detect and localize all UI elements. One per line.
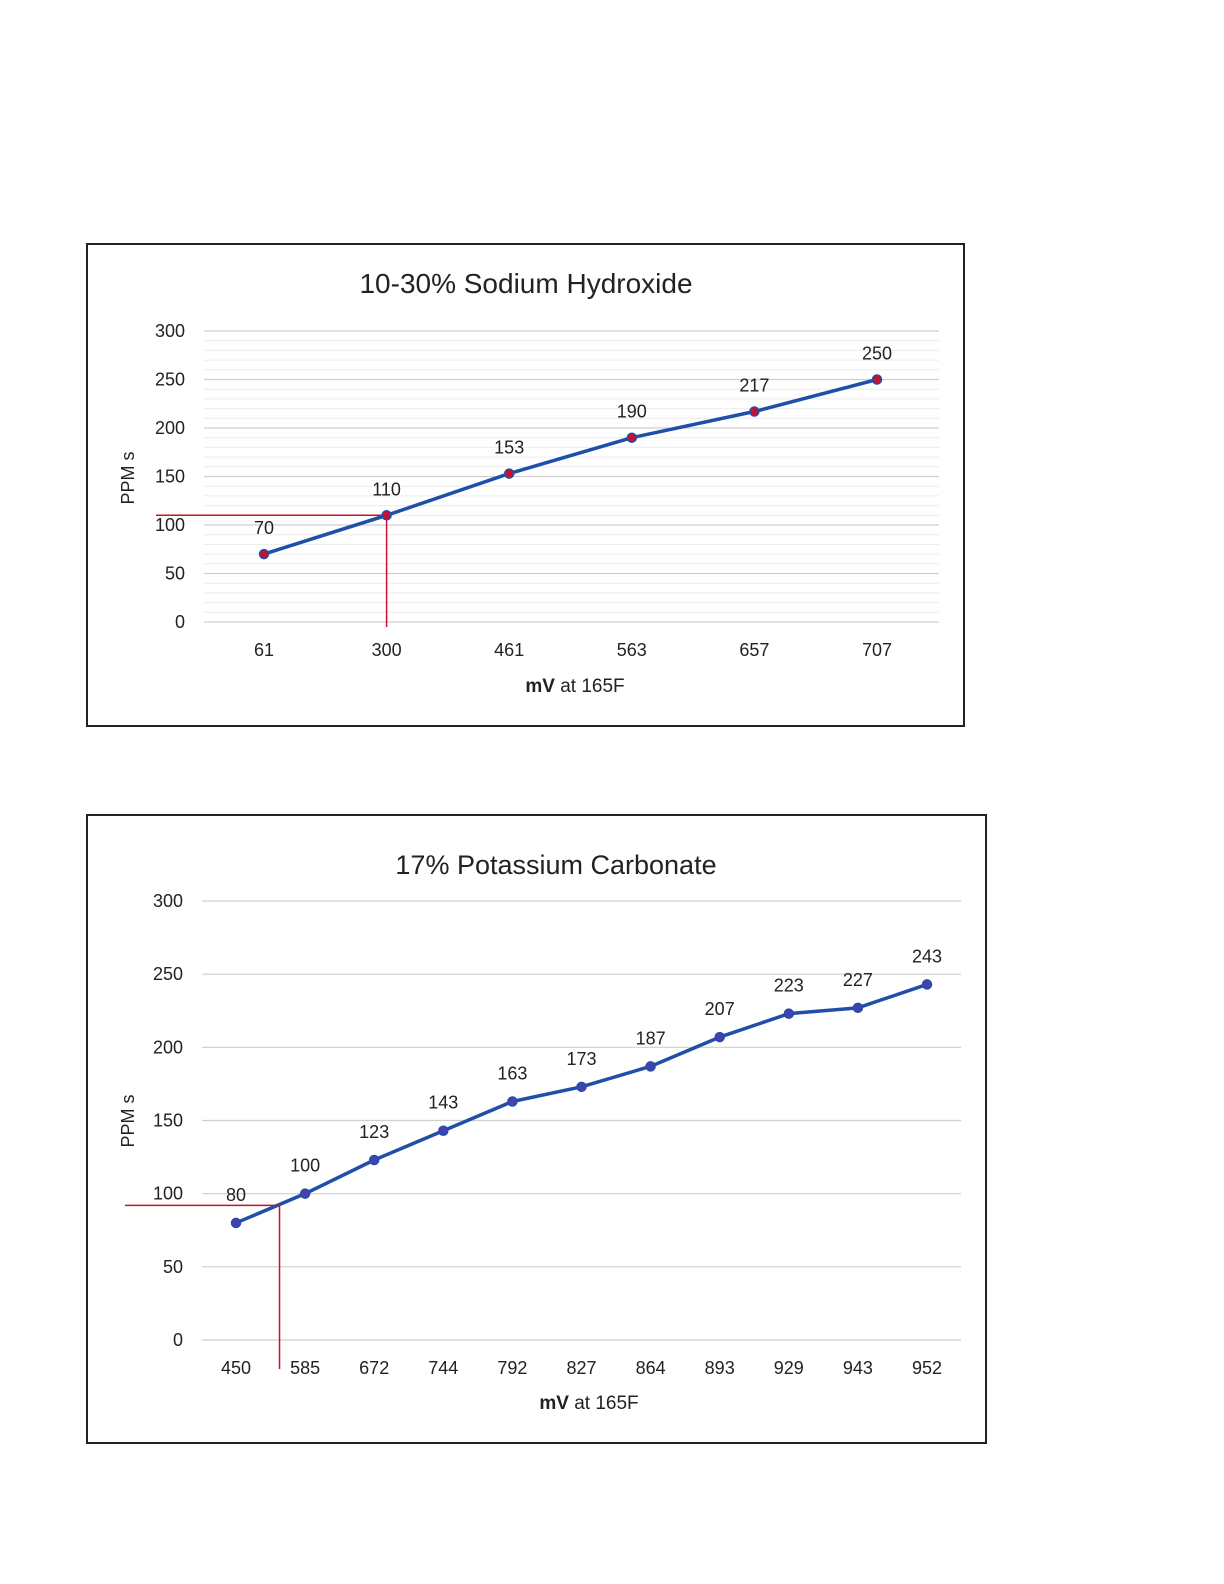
data-point [871, 374, 883, 385]
x-tick-label: 744 [428, 1358, 458, 1378]
data-label: 123 [359, 1122, 389, 1142]
x-axis-title-unit: mV [539, 1393, 569, 1414]
data-point [381, 510, 392, 521]
data-label: 187 [636, 1028, 666, 1048]
x-axis-title-rest: at 165F [555, 676, 625, 697]
data-point [230, 1217, 242, 1229]
data-point [438, 1125, 449, 1136]
x-tick-label: 672 [359, 1358, 389, 1378]
y-tick-label: 200 [153, 1037, 183, 1057]
x-tick-label: 929 [774, 1358, 804, 1378]
data-label: 250 [862, 344, 892, 364]
data-point [749, 406, 760, 417]
data-label: 173 [566, 1049, 596, 1069]
y-tick-label: 150 [153, 1111, 183, 1131]
data-label: 143 [428, 1093, 458, 1113]
data-label: 163 [497, 1063, 527, 1083]
x-tick-label: 864 [636, 1358, 666, 1378]
y-tick-label: 0 [175, 612, 185, 632]
data-label: 223 [774, 976, 804, 996]
data-point [299, 1188, 311, 1199]
x-axis-title-unit: mV [525, 676, 555, 697]
y-tick-label: 150 [155, 467, 185, 487]
data-point [503, 468, 515, 479]
data-point [714, 1031, 725, 1043]
x-tick-label: 300 [372, 640, 402, 660]
data-point [507, 1096, 518, 1107]
y-axis-title: PPM s [118, 1094, 138, 1147]
x-tick-label: 61 [254, 640, 274, 660]
x-tick-label: 943 [843, 1358, 873, 1378]
data-point [258, 548, 270, 560]
data-point [645, 1061, 656, 1072]
data-label: 100 [290, 1156, 320, 1176]
y-tick-label: 50 [163, 1257, 183, 1277]
y-tick-label: 200 [155, 418, 185, 438]
x-tick-label: 952 [912, 1358, 942, 1378]
chart-2-svg: 17% Potassium Carbonate 0 50 100 150 200 250 30… [118, 850, 961, 1414]
data-label: 190 [617, 402, 647, 422]
x-axis-title: mV at 165F [525, 676, 624, 697]
x-tick-label: 792 [497, 1358, 527, 1378]
x-axis-title-rest: at 165F [569, 1393, 639, 1414]
chart-1-svg: 10-30% Sodium Hydroxide 0 50 100 150 200 250 30… [118, 268, 939, 697]
series-line [235, 982, 928, 1225]
x-tick-label: 461 [494, 640, 524, 660]
data-label: 70 [254, 518, 274, 538]
chart-title: 10-30% Sodium Hydroxide [359, 268, 692, 299]
x-tick-label: 585 [290, 1358, 320, 1378]
data-label: 217 [739, 376, 769, 396]
data-label: 207 [705, 999, 735, 1019]
data-point [852, 1002, 864, 1014]
y-axis-title: PPM s [118, 451, 138, 504]
data-label: 227 [843, 970, 873, 990]
y-tick-label: 250 [153, 964, 183, 984]
data-point [921, 979, 933, 990]
y-tick-label: 0 [173, 1330, 183, 1350]
x-tick-label: 450 [221, 1358, 251, 1378]
x-tick-label: 827 [566, 1358, 596, 1378]
data-point [576, 1081, 587, 1093]
x-axis-title: mV at 165F [539, 1393, 638, 1414]
chart-potassium-carbonate: 17% Potassium Carbonate 0 50 100 150 200 250 30… [86, 814, 987, 1444]
data-label: 80 [226, 1185, 246, 1205]
data-point [783, 1008, 795, 1019]
y-tick-label: 300 [153, 891, 183, 911]
x-tick-label: 707 [862, 640, 892, 660]
y-tick-label: 250 [155, 370, 185, 390]
x-tick-label: 657 [739, 640, 769, 660]
y-tick-label: 300 [155, 321, 185, 341]
y-tick-label: 100 [155, 515, 185, 535]
data-label: 110 [372, 479, 401, 499]
series-line [263, 377, 878, 556]
data-label: 153 [494, 438, 524, 458]
data-label: 243 [912, 946, 942, 966]
x-tick-label: 893 [705, 1358, 735, 1378]
chart-title: 17% Potassium Carbonate [395, 850, 716, 880]
y-tick-label: 50 [165, 564, 185, 584]
x-tick-label: 563 [617, 640, 647, 660]
data-point [368, 1154, 380, 1166]
y-tick-label: 100 [153, 1184, 183, 1204]
chart-sodium-hydroxide: 10-30% Sodium Hydroxide 0 50 100 150 200 250 30… [86, 243, 965, 727]
data-point [626, 432, 638, 443]
